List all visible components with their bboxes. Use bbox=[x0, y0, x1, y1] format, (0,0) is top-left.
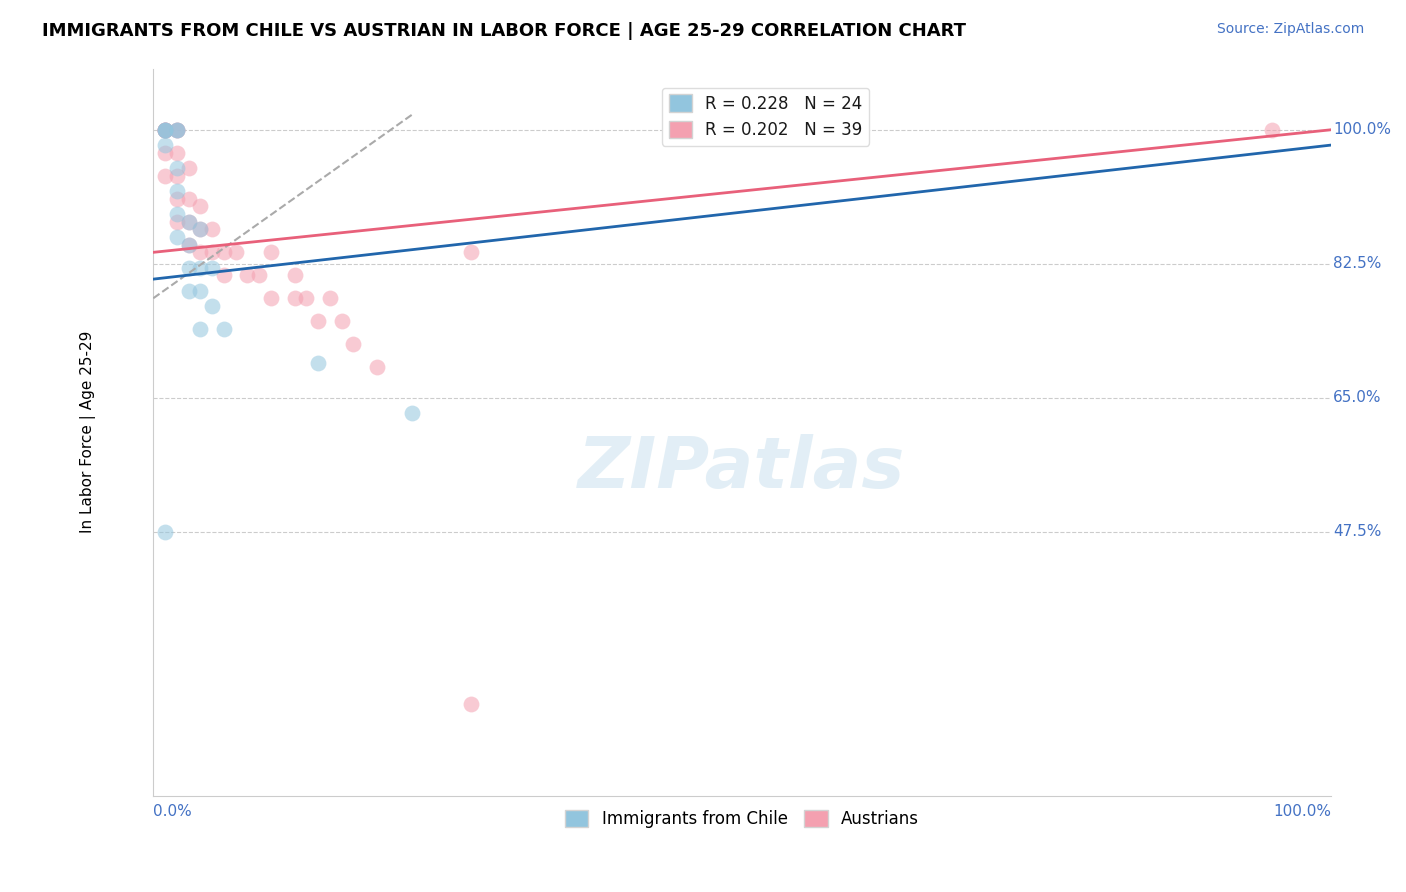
Text: In Labor Force | Age 25-29: In Labor Force | Age 25-29 bbox=[80, 331, 97, 533]
Point bbox=[307, 356, 329, 370]
Point bbox=[166, 123, 188, 137]
Point bbox=[177, 161, 200, 175]
Point bbox=[166, 230, 188, 244]
Point bbox=[153, 138, 176, 153]
Point bbox=[236, 268, 259, 283]
Point bbox=[212, 245, 235, 260]
Point bbox=[177, 260, 200, 275]
Point bbox=[188, 260, 211, 275]
Point bbox=[201, 299, 224, 313]
Point bbox=[247, 268, 270, 283]
Point bbox=[283, 291, 305, 305]
Point bbox=[166, 161, 188, 175]
Point bbox=[166, 123, 188, 137]
Point bbox=[153, 123, 176, 137]
Point bbox=[401, 406, 423, 420]
Text: 100.0%: 100.0% bbox=[1272, 804, 1331, 819]
Point bbox=[212, 322, 235, 336]
Point bbox=[307, 314, 329, 328]
Point bbox=[201, 222, 224, 236]
Point bbox=[153, 123, 176, 137]
Text: Source: ZipAtlas.com: Source: ZipAtlas.com bbox=[1216, 22, 1364, 37]
Text: 47.5%: 47.5% bbox=[1333, 524, 1382, 540]
Point bbox=[1261, 123, 1284, 137]
Point bbox=[201, 260, 224, 275]
Point bbox=[177, 237, 200, 252]
Point bbox=[342, 337, 364, 351]
Point bbox=[188, 284, 211, 298]
Point bbox=[177, 215, 200, 229]
Text: ZIPatlas: ZIPatlas bbox=[578, 434, 905, 503]
Point bbox=[177, 237, 200, 252]
Point bbox=[166, 145, 188, 160]
Point bbox=[460, 697, 482, 711]
Point bbox=[319, 291, 342, 305]
Point bbox=[166, 169, 188, 183]
Legend: Immigrants from Chile, Austrians: Immigrants from Chile, Austrians bbox=[558, 804, 925, 835]
Point bbox=[153, 169, 176, 183]
Point bbox=[188, 245, 211, 260]
Point bbox=[201, 245, 224, 260]
Point bbox=[177, 192, 200, 206]
Point bbox=[188, 322, 211, 336]
Text: IMMIGRANTS FROM CHILE VS AUSTRIAN IN LABOR FORCE | AGE 25-29 CORRELATION CHART: IMMIGRANTS FROM CHILE VS AUSTRIAN IN LAB… bbox=[42, 22, 966, 40]
Point bbox=[153, 524, 176, 539]
Point bbox=[330, 314, 353, 328]
Point bbox=[188, 199, 211, 213]
Point bbox=[153, 123, 176, 137]
Point bbox=[153, 123, 176, 137]
Point bbox=[260, 291, 283, 305]
Text: 82.5%: 82.5% bbox=[1333, 256, 1382, 271]
Point bbox=[177, 215, 200, 229]
Point bbox=[166, 123, 188, 137]
Point bbox=[225, 245, 247, 260]
Text: 65.0%: 65.0% bbox=[1333, 391, 1382, 405]
Point bbox=[188, 222, 211, 236]
Point bbox=[166, 192, 188, 206]
Point bbox=[166, 215, 188, 229]
Point bbox=[283, 268, 305, 283]
Point bbox=[366, 360, 388, 375]
Point bbox=[260, 245, 283, 260]
Point bbox=[177, 284, 200, 298]
Point bbox=[153, 123, 176, 137]
Point bbox=[460, 245, 482, 260]
Point bbox=[212, 268, 235, 283]
Text: 100.0%: 100.0% bbox=[1333, 122, 1391, 137]
Point bbox=[153, 145, 176, 160]
Point bbox=[166, 207, 188, 221]
Point bbox=[153, 123, 176, 137]
Text: 0.0%: 0.0% bbox=[153, 804, 193, 819]
Point bbox=[166, 184, 188, 198]
Point bbox=[188, 222, 211, 236]
Point bbox=[153, 123, 176, 137]
Point bbox=[166, 123, 188, 137]
Point bbox=[295, 291, 318, 305]
